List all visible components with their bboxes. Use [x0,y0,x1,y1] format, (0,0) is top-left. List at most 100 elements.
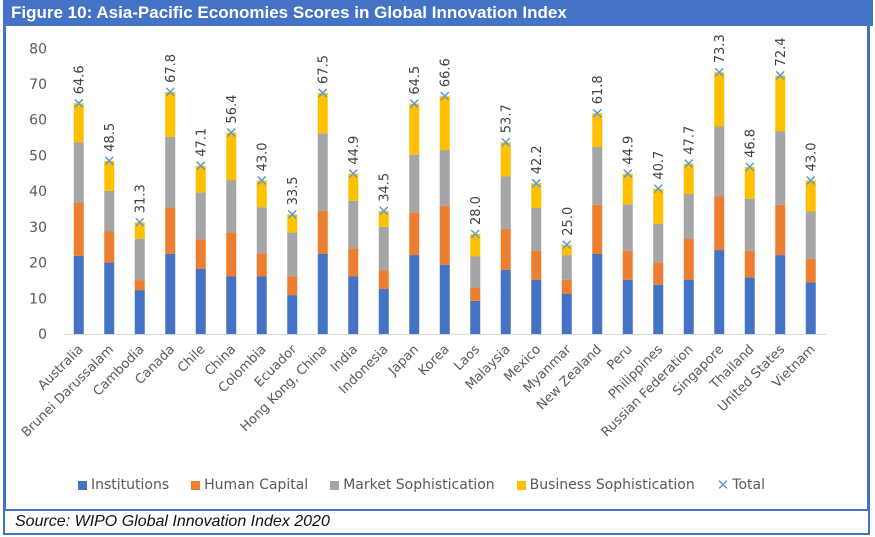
bar-segment-business-sophistication [378,210,389,227]
bar-segment-human-capital [195,239,206,269]
bar-segment-institutions [226,276,237,334]
bar-segment-institutions [195,268,206,334]
bar-segment-human-capital [561,279,572,295]
bar-segment-institutions [256,276,267,334]
y-tick-label: 80 [29,41,47,57]
bar-segment-human-capital [165,207,176,255]
total-marker [74,98,84,108]
bar-segment-market-sophistication [195,192,206,240]
y-axis-ticks: 0 10 20 30 40 50 60 70 80 [29,41,47,343]
bar-segment-human-capital [500,228,511,270]
legend-item-market-sophistication: Market Sophistication [330,477,495,493]
bar-segment-human-capital [622,250,633,280]
legend: Institutions Human Capital Market Sophis… [78,476,787,494]
bars [73,72,816,334]
bar-segment-institutions [500,269,511,334]
total-marker [257,175,267,185]
bar-segment-business-sophistication [256,180,267,208]
bar-segment-institutions [134,290,145,334]
bar-segment-market-sophistication [73,142,84,203]
bar-segment-business-sophistication [439,96,450,151]
total-marker [440,91,450,101]
total-data-label: 44.9 [347,136,362,165]
bar-segment-human-capital [805,258,816,283]
bar-segment-institutions [73,255,84,334]
bar-segment-human-capital [744,250,755,278]
bar-segment-business-sophistication [775,75,786,132]
y-tick-label: 40 [29,184,47,200]
total-marker [318,88,328,98]
total-marker [562,240,572,250]
total-marker [501,137,511,147]
institutions-swatch-icon [78,480,87,490]
human-capital-swatch-icon [191,480,201,490]
bar-segment-business-sophistication [317,92,328,134]
bar-segment-business-sophistication [348,173,359,201]
bar-segment-institutions [714,250,725,334]
total-data-label: 33.5 [286,176,301,205]
bar-segment-business-sophistication [744,166,755,199]
bar-segment-institutions [409,255,420,334]
bar-segment-institutions [165,254,176,334]
total-marker [623,169,633,179]
bar-segment-business-sophistication [561,244,572,256]
bar-segment-institutions [805,282,816,334]
total-marker [287,209,297,219]
legend-label: Institutions [91,477,170,493]
total-data-label: 72.4 [774,37,789,66]
bar-segment-market-sophistication [439,150,450,206]
total-markers: 64.6 48.5 31.3 67.8 47.1 56.4 43.0 33.5 67.5 44.9… [73,34,820,250]
total-marker [379,206,389,216]
legend-label: Market Sophistication [343,477,495,493]
bar-segment-market-sophistication [348,200,359,249]
total-marker [196,161,206,171]
bar-segment-institutions [653,284,664,334]
total-data-label: 61.8 [591,75,606,104]
bar-segment-institutions [744,277,755,334]
bar-segment-human-capital [714,196,725,251]
bar-segment-business-sophistication [195,165,206,193]
bar-segment-institutions [561,294,572,334]
bar-segment-market-sophistication [226,180,237,233]
bar-segment-human-capital [531,250,542,280]
bar-segment-market-sophistication [378,226,389,271]
x-tick-label: Korea [416,342,453,379]
legend-item-human-capital: Human Capital [191,477,308,493]
total-marker [165,87,175,97]
bar-segment-human-capital [470,287,481,301]
total-data-label: 64.5 [408,66,423,95]
bar-segment-human-capital [439,205,450,265]
total-data-label: 47.7 [683,126,698,155]
bar-segment-market-sophistication [409,154,420,213]
bar-segment-market-sophistication [317,133,328,211]
bar-segment-market-sophistication [134,238,145,281]
market-sophistication-swatch-icon [330,480,340,490]
total-data-label: 43.0 [805,142,820,171]
total-marker [409,99,419,109]
total-data-label: 67.8 [164,54,179,83]
bar-segment-business-sophistication [592,113,603,147]
bar-segment-business-sophistication [409,103,420,155]
bar-segment-business-sophistication [470,234,481,257]
bar-segment-business-sophistication [714,72,725,127]
bar-segment-market-sophistication [470,256,481,288]
legend-label: Human Capital [204,477,309,493]
total-data-label: 42.2 [530,145,545,174]
bar-segment-market-sophistication [805,211,816,259]
bar-segment-human-capital [653,262,664,285]
bar-segment-institutions [470,300,481,334]
total-marker [653,184,663,194]
legend-item-total: ✕ Total [717,476,765,494]
bar-segment-human-capital [348,248,359,277]
total-marker [348,169,358,179]
bar-segment-human-capital [592,204,603,255]
bar-segment-market-sophistication [714,126,725,197]
total-marker [226,128,236,138]
total-marker [714,67,724,77]
total-marker [775,70,785,80]
bar-segment-business-sophistication [683,163,694,195]
bar-segment-institutions [287,295,298,334]
total-data-label: 66.6 [439,58,454,87]
